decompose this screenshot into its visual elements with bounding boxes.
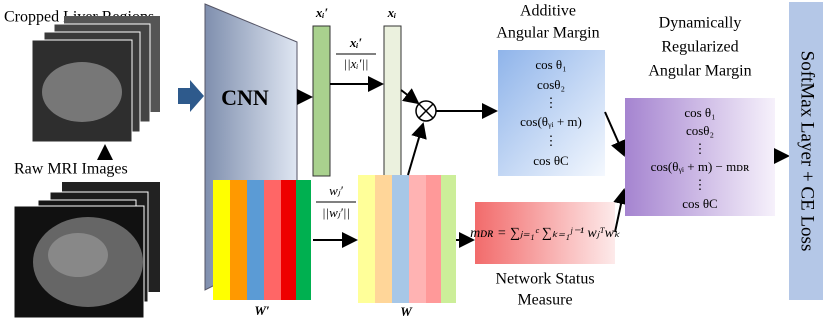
margin-row: cos θC (533, 153, 568, 168)
w-prime-matrix (213, 180, 311, 300)
cropped-image-stack (32, 16, 160, 142)
w-prime-label: W′ (254, 303, 270, 318)
x-label: xᵢ (387, 5, 397, 20)
w-matrix (358, 175, 456, 303)
cnn-label: CNN (221, 85, 269, 110)
x-norm-numerator: xᵢ′ (349, 35, 363, 50)
x-bar (384, 26, 401, 176)
w-label: W (400, 304, 413, 319)
raw-label: Raw MRI Images (14, 161, 128, 178)
input-arrow (178, 80, 204, 112)
diagram: Cropped Liver Regions Raw MRI Images CNN… (0, 0, 826, 322)
margin-row: cos θ₁ (684, 105, 715, 120)
additive-title: Additive (520, 3, 576, 20)
additive-title: Angular Margin (496, 25, 599, 42)
arrow (605, 112, 624, 155)
raw-image-stack (14, 182, 160, 318)
margin-row: ⋮ (545, 133, 558, 148)
w-norm-denominator: ||wⱼ′|| (322, 205, 350, 220)
margin-row: cosθ₂ (537, 77, 565, 92)
margin-row: cos(θᵧᵢ + m) (520, 114, 582, 130)
margin-row: ⋮ (694, 177, 707, 192)
network-title: Measure (517, 292, 572, 309)
margin-row: ⋮ (694, 141, 707, 156)
product-operator (416, 101, 436, 121)
x-prime-label: xᵢ′ (315, 5, 329, 20)
network-formula: mᴅʀ = ∑ⱼ₌₁ᶜ ∑ₖ₌₁ʲ⁻¹ wⱼᵀwₖ (470, 226, 621, 241)
dynamic-title: Regularized (661, 39, 738, 56)
arrow (408, 124, 423, 175)
network-title: Network Status (495, 271, 594, 288)
margin-row: cos θC (682, 196, 717, 211)
margin-row: cos θ₁ (535, 57, 566, 72)
output-label: SoftMax Layer + CE Loss (797, 51, 818, 252)
dynamic-title: Angular Margin (648, 63, 751, 80)
w-norm-numerator: wⱼ′ (329, 183, 343, 198)
dynamic-title: Dynamically (659, 15, 742, 32)
arrow (401, 90, 418, 103)
margin-row: ⋮ (545, 95, 558, 110)
x-norm-denominator: ||xᵢ′|| (344, 56, 369, 71)
margin-row: cos(θᵧᵢ + m) − mᴅʀ (651, 159, 750, 175)
x-prime-bar (313, 26, 330, 176)
margin-row: cosθ₂ (686, 123, 714, 138)
